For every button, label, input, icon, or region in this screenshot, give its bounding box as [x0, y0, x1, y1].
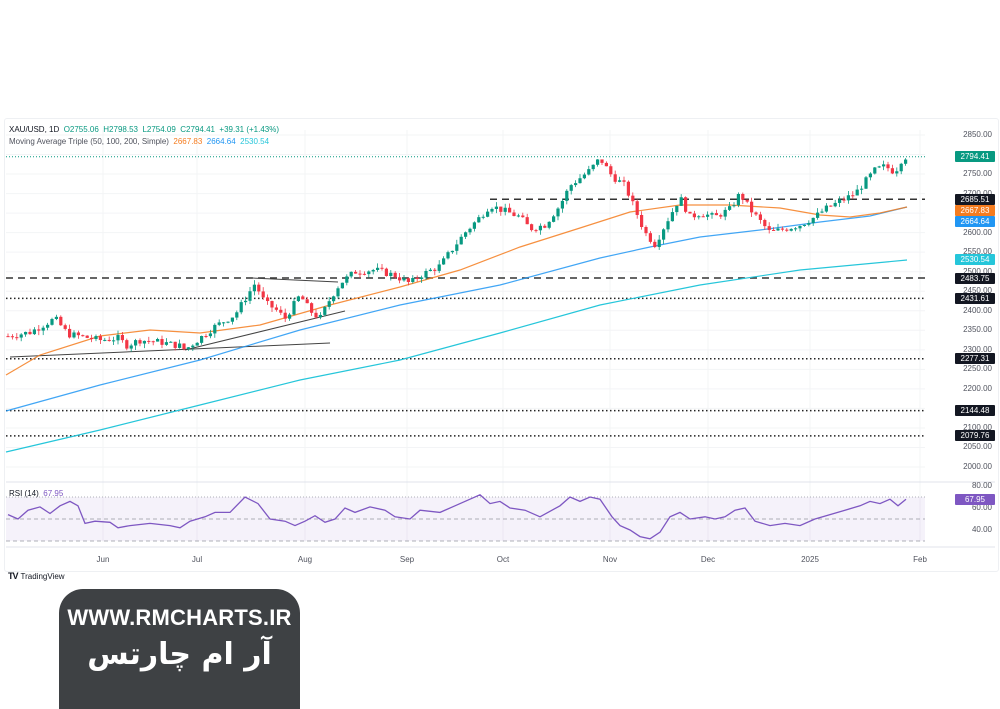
ma200-value: 2530.54: [240, 137, 270, 146]
ma100-value: 2664.64: [206, 137, 236, 146]
open-value: O2755.06: [63, 125, 99, 134]
close-value: C2794.41: [180, 125, 215, 134]
rsi-label[interactable]: RSI (14): [9, 489, 39, 498]
symbol-label: XAU/USD, 1D: [9, 125, 60, 134]
price-tick: 2100.00: [963, 422, 992, 432]
time-tick: Nov: [602, 555, 618, 564]
rsi-tick: 60.00: [971, 503, 992, 512]
ma-row: Moving Average Triple (50, 100, 200, Sim…: [9, 136, 279, 148]
price-tick: 2350.00: [963, 325, 992, 335]
time-tick: Oct: [496, 555, 510, 564]
price-tick: 2250.00: [963, 364, 992, 374]
time-tick: 2025: [801, 555, 819, 564]
price-tag: 2664.64: [955, 216, 995, 227]
time-tick: Sep: [399, 555, 415, 564]
high-value: H2798.53: [103, 125, 138, 134]
price-tag: 2431.61: [955, 292, 995, 304]
price-tick: 2500.00: [963, 266, 992, 276]
tradingview-logo[interactable]: TV TradingView: [8, 571, 65, 581]
time-tick: Dec: [700, 555, 716, 564]
rsi-value-tag: 67.95: [955, 493, 995, 505]
price-tag: 2144.48: [955, 405, 995, 417]
time-tick: Jun: [96, 555, 110, 564]
price-tag: 2277.31: [955, 353, 995, 365]
price-tag: 2530.54: [955, 254, 995, 266]
price-tick: 2000.00: [963, 462, 992, 471]
price-tag: 2079.76: [955, 430, 995, 442]
low-value: L2754.09: [142, 125, 176, 134]
price-tag: 2794.41: [955, 151, 995, 163]
ohlc-row: XAU/USD, 1D O2755.06 H2798.53 L2754.09 C…: [9, 124, 279, 136]
price-tick: 2550.00: [963, 247, 992, 257]
brand-url: WWW.RMCHARTS.IR: [67, 605, 292, 630]
price-tick: 2750.00: [963, 169, 992, 179]
price-tick: 2400.00: [963, 305, 992, 315]
rsi-tick: 40.00: [971, 525, 992, 534]
tradingview-label: TradingView: [20, 571, 65, 581]
rsi-value: 67.95: [43, 489, 64, 498]
price-chart-canvas[interactable]: [0, 0, 1000, 580]
price-tick: 2700.00: [932, 189, 992, 198]
rsi-tick: 80.00: [971, 481, 992, 490]
rsi-legend: RSI (14) 67.95: [9, 489, 63, 498]
time-tick: Aug: [297, 555, 313, 564]
price-tick: 2850.00: [963, 130, 992, 139]
brand-name: آر ام چارتس: [87, 637, 272, 672]
chart-legend: XAU/USD, 1D O2755.06 H2798.53 L2754.09 C…: [9, 124, 279, 148]
price-tag: 2667.83: [955, 205, 995, 216]
time-tick: Feb: [913, 555, 927, 564]
price-tick: 2300.00: [963, 344, 992, 354]
brand-watermark: WWW.RMCHARTS.IR آر ام چارتس: [59, 589, 300, 709]
price-tag: 2685.51: [955, 193, 995, 205]
ma50-value: 2667.83: [173, 137, 203, 146]
price-tick: 2050.00: [963, 442, 992, 452]
price-tick: 2450.00: [963, 286, 992, 296]
ma-indicator-label[interactable]: Moving Average Triple (50, 100, 200, Sim…: [9, 137, 169, 146]
price-tick: 2200.00: [963, 383, 992, 393]
tradingview-logo-icon: TV: [8, 571, 18, 581]
change-value: +39.31 (+1.43%): [219, 125, 280, 134]
time-tick: Jul: [191, 555, 203, 564]
price-tag: 2483.75: [955, 272, 995, 284]
price-tick: 2600.00: [963, 227, 992, 237]
